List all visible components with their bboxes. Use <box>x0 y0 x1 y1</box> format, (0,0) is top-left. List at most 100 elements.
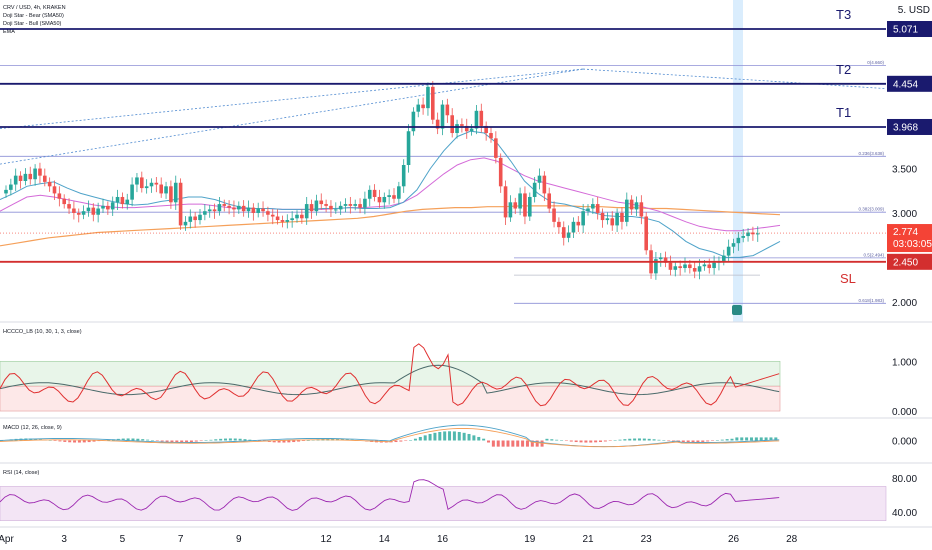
macd-bar-82 <box>399 440 403 442</box>
macd-bar-135 <box>657 439 661 441</box>
candle-body-3 <box>18 175 23 181</box>
macd-bar-130 <box>633 438 637 441</box>
candle-body-73 <box>358 204 362 208</box>
candle-body-10 <box>52 186 57 194</box>
candle-body-40 <box>198 214 202 221</box>
level-tag-sl <box>887 253 932 270</box>
macd-bar-37 <box>180 440 184 443</box>
candle-body-55 <box>270 214 275 217</box>
macd-bar-127 <box>618 439 622 441</box>
candle-body-83 <box>406 131 411 165</box>
macd-bar-88 <box>428 433 432 441</box>
candle-body-85 <box>416 104 421 112</box>
candle-body-8 <box>43 175 47 182</box>
fib-label-2: 0.382(3.009) <box>858 207 884 212</box>
candle-body-134 <box>654 259 658 274</box>
macd-bar-46 <box>224 438 228 441</box>
macd-bar-106 <box>516 440 520 447</box>
macd-bar-101 <box>491 440 495 447</box>
macd-bar-43 <box>209 439 213 441</box>
macd-bar-45 <box>219 438 223 441</box>
macd-bar-134 <box>652 439 656 441</box>
candle-body-34 <box>169 186 173 203</box>
macd-bar-38 <box>185 440 189 443</box>
candle-body-70 <box>343 204 348 206</box>
candle-body-140 <box>683 264 687 269</box>
candle-body-131 <box>639 202 644 217</box>
macd-bar-11 <box>53 440 57 441</box>
hccco-tick-0: 1.000 <box>892 357 917 368</box>
time-tick-0: Apr <box>0 534 14 545</box>
macd-bar-117 <box>569 440 573 442</box>
macd-bar-14 <box>68 440 72 443</box>
candle-body-65 <box>319 200 324 205</box>
candle-body-14 <box>72 208 76 213</box>
candle-body-92 <box>450 115 454 134</box>
candle-body-99 <box>484 125 488 134</box>
macd-bar-118 <box>574 440 578 443</box>
macd-pane: MACD (12, 26, close, 9) 0.000 <box>0 424 917 448</box>
candle-body-88 <box>431 86 435 120</box>
candle-body-150 <box>731 243 736 247</box>
macd-bar-86 <box>418 436 422 441</box>
macd-bar-96 <box>467 433 471 441</box>
macd-bar-53 <box>258 440 262 441</box>
time-tick-4: 9 <box>236 534 242 545</box>
time-tick-10: 23 <box>641 534 653 545</box>
ema-lines <box>0 130 781 258</box>
macd-bar-16 <box>77 440 81 443</box>
candle-body-69 <box>338 205 343 210</box>
candle-body-46 <box>227 205 231 208</box>
current-price-countdown: 03:03:05 <box>893 239 932 250</box>
candle-body-91 <box>445 104 450 116</box>
macd-bar-60 <box>292 440 296 443</box>
candle-body-6 <box>33 168 37 180</box>
macd-bar-144 <box>701 440 705 442</box>
candle-body-72 <box>353 204 357 206</box>
candle-body-100 <box>489 133 493 139</box>
macd-bar-137 <box>667 440 671 442</box>
macd-bar-159 <box>774 437 778 441</box>
macd-bar-124 <box>603 440 607 442</box>
candle-body-11 <box>57 193 62 199</box>
candle-body-79 <box>387 195 391 197</box>
candle-body-112 <box>547 193 551 209</box>
macd-bar-151 <box>735 437 739 441</box>
macd-tick-0: 0.000 <box>892 437 917 448</box>
macd-bar-35 <box>170 440 174 443</box>
hccco-pane: HCCCO_LB (10, 30, 1, 3, close) 1.000 0.000 <box>0 329 917 418</box>
macd-bar-156 <box>759 437 763 441</box>
candle-body-13 <box>67 204 71 209</box>
macd-bar-133 <box>647 438 651 441</box>
macd-bar-142 <box>691 440 695 443</box>
time-tick-9: 21 <box>582 534 594 545</box>
candle-body-50 <box>246 207 251 212</box>
hccco-lower-zone <box>0 385 781 412</box>
time-tick-2: 5 <box>120 534 126 545</box>
macd-bar-40 <box>194 440 198 442</box>
candle-body-56 <box>275 216 280 221</box>
fib-levels: 0(4.660) 0.236(3.638) 0.382(3.009) 0.5(2.49… <box>0 60 886 304</box>
candle-body-12 <box>62 198 66 205</box>
macd-bar-121 <box>589 440 593 443</box>
candle-body-30 <box>149 182 154 187</box>
macd-bar-122 <box>594 440 598 443</box>
macd-bar-105 <box>511 440 515 447</box>
price-tick-0: 3.500 <box>892 165 917 176</box>
highlight-band-rect <box>733 0 743 322</box>
macd-bar-102 <box>496 440 500 447</box>
price-tick-2: 2.000 <box>892 298 917 309</box>
candle-body-128 <box>625 199 629 222</box>
macd-bar-63 <box>306 440 310 441</box>
macd-bar-109 <box>530 440 534 447</box>
candle-body-148 <box>722 255 726 261</box>
candle-body-101 <box>494 138 498 158</box>
macd-bar-59 <box>287 440 291 443</box>
candle-body-127 <box>620 212 624 222</box>
macd-bar-32 <box>155 440 159 441</box>
macd-bar-83 <box>404 440 408 441</box>
rsi-tick-0: 80.00 <box>892 474 917 485</box>
macd-bar-89 <box>433 432 437 441</box>
candle-body-64 <box>314 200 319 212</box>
fib-label-0: 0(4.660) <box>867 60 884 65</box>
